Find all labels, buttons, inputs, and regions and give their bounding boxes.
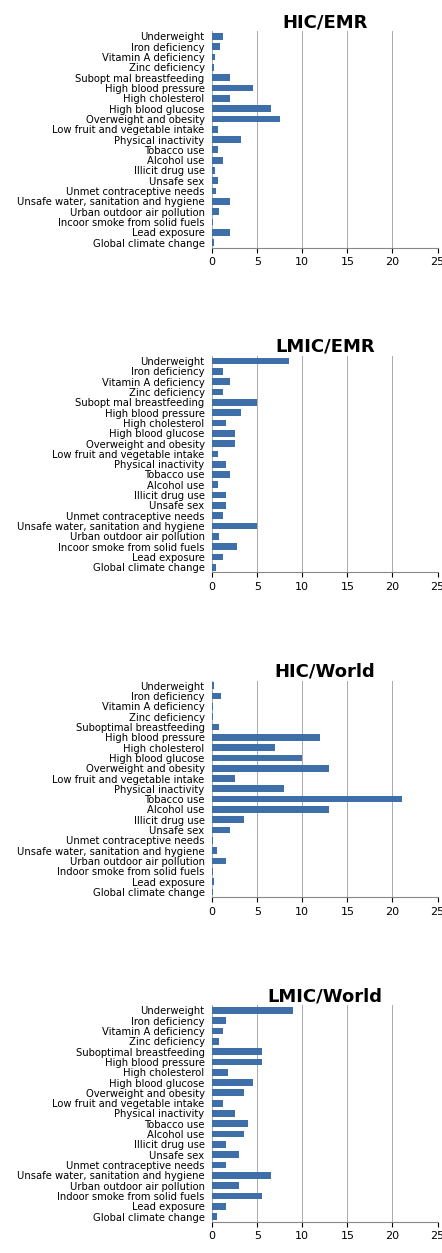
Bar (212, 1120, 248, 1128)
Bar (212, 451, 218, 457)
Bar (212, 157, 223, 163)
Bar (212, 533, 219, 540)
Bar (212, 523, 257, 529)
Bar (212, 74, 230, 81)
Bar (212, 847, 217, 855)
Bar (212, 85, 253, 91)
Bar (212, 724, 219, 730)
Bar (212, 239, 214, 246)
Bar (212, 471, 230, 477)
Bar (212, 868, 213, 875)
Bar (212, 430, 235, 436)
Bar (212, 188, 216, 194)
Bar (212, 683, 214, 689)
Bar (212, 1090, 244, 1096)
Bar (212, 410, 241, 416)
Bar (212, 806, 329, 813)
Bar (212, 398, 257, 406)
Bar (212, 502, 226, 509)
Bar (212, 1203, 226, 1209)
Bar (212, 229, 230, 236)
Bar (212, 1100, 223, 1106)
Bar (212, 512, 223, 519)
Bar (212, 554, 223, 560)
Bar (212, 1162, 226, 1168)
Bar (212, 198, 230, 204)
Bar (212, 1141, 226, 1148)
Bar (212, 1007, 293, 1014)
Bar (212, 564, 216, 570)
Bar (212, 1027, 223, 1035)
Bar (212, 713, 213, 720)
Bar (212, 358, 289, 365)
Bar (212, 420, 226, 426)
Bar (212, 786, 284, 792)
Bar (212, 703, 213, 709)
Bar (212, 1152, 239, 1158)
Title: HIC/EMR: HIC/EMR (282, 14, 368, 31)
Bar (212, 125, 218, 133)
Bar (212, 1037, 219, 1045)
Bar (212, 754, 302, 762)
Bar (212, 878, 214, 885)
Bar (212, 147, 218, 153)
Bar (212, 208, 219, 216)
Bar (212, 1049, 262, 1055)
Bar (212, 95, 230, 101)
Title: LMIC/EMR: LMIC/EMR (275, 338, 375, 356)
Bar (212, 115, 280, 123)
Bar (212, 44, 220, 50)
Bar (212, 827, 230, 833)
Bar (212, 544, 237, 550)
Title: LMIC/World: LMIC/World (267, 987, 382, 1005)
Bar (212, 137, 241, 143)
Bar (212, 796, 401, 802)
Bar (212, 1079, 253, 1086)
Bar (212, 888, 213, 895)
Bar (212, 491, 226, 499)
Bar (212, 178, 218, 184)
Bar (212, 218, 213, 226)
Bar (212, 1213, 217, 1220)
Bar (212, 1059, 262, 1065)
Bar (212, 440, 235, 447)
Title: HIC/World: HIC/World (274, 663, 375, 680)
Bar (212, 1183, 239, 1189)
Bar (212, 33, 223, 40)
Bar (212, 776, 235, 782)
Bar (212, 857, 226, 865)
Bar (212, 837, 213, 843)
Bar (212, 461, 226, 467)
Bar (212, 64, 214, 70)
Bar (212, 764, 329, 772)
Bar (212, 481, 218, 489)
Bar (212, 693, 221, 699)
Bar (212, 105, 271, 112)
Bar (212, 1069, 229, 1075)
Bar (212, 1017, 226, 1024)
Bar (212, 1130, 244, 1138)
Bar (212, 368, 223, 375)
Bar (212, 734, 320, 741)
Bar (212, 1172, 271, 1179)
Bar (212, 54, 215, 60)
Bar (212, 388, 223, 396)
Bar (212, 744, 275, 751)
Bar (212, 817, 244, 823)
Bar (212, 167, 215, 174)
Bar (212, 1193, 262, 1199)
Bar (212, 1110, 235, 1116)
Bar (212, 378, 230, 385)
